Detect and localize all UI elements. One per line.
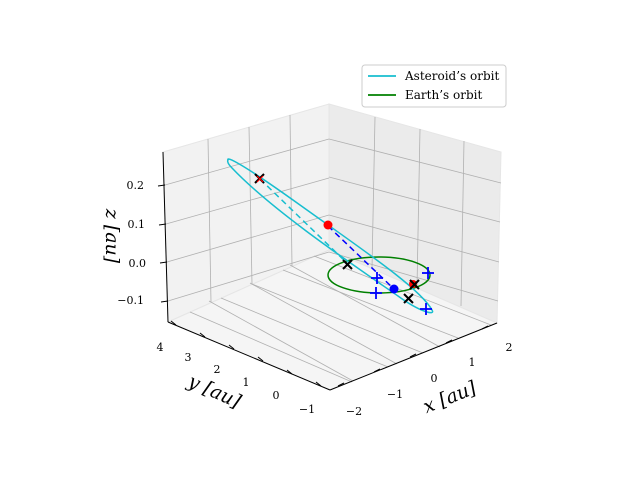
legend-label-earth: Earth’s orbit	[405, 88, 482, 102]
x-axis-line	[329, 322, 498, 391]
y-tick-label: 4	[157, 341, 164, 354]
z-tick-label: 0.0	[129, 257, 147, 270]
grid-lines	[164, 114, 502, 383]
blue-plus-marker	[371, 272, 383, 284]
z-ticks	[157, 184, 169, 303]
x-tick-label: −1	[387, 388, 403, 401]
x-axis-label: x [au]	[420, 377, 480, 418]
y-axis-line	[167, 321, 331, 391]
x-tick-label: −2	[346, 405, 362, 418]
y-tick-label: 2	[214, 363, 221, 376]
black-x-marker	[342, 259, 353, 270]
z-axis-label: z [au]	[101, 208, 123, 264]
y-tick-label: 1	[243, 376, 250, 389]
legend: Asteroid’s orbit Earth’s orbit	[361, 64, 507, 108]
y-tick-label: 0	[273, 389, 280, 402]
blue-dot	[389, 284, 399, 294]
legend-label-asteroid: Asteroid’s orbit	[404, 69, 499, 83]
black-x-marker	[409, 279, 420, 290]
blue-plus-marker	[422, 267, 434, 279]
red-dot	[323, 220, 333, 230]
y-axis-label: y [au]	[184, 370, 245, 413]
y-ticks	[170, 320, 322, 387]
x-tick-label: 1	[469, 356, 476, 369]
red-x-small	[256, 175, 264, 183]
x-tick-label: 0	[431, 372, 438, 385]
x-tick-label: 2	[506, 341, 513, 354]
z-tick-label: 0.1	[128, 218, 146, 231]
axis-lines	[162, 151, 498, 391]
z-tick-label: 0.2	[127, 179, 145, 192]
z-axis-line	[162, 151, 169, 323]
projection-lines	[259, 178, 395, 290]
blue-plus-marker	[420, 303, 432, 315]
x-ticks	[337, 325, 489, 387]
y-tick-label: −1	[299, 403, 315, 416]
blue-plus-markers	[370, 267, 434, 315]
z-tick-label: −0.1	[117, 294, 144, 307]
black-x-marker	[403, 293, 414, 304]
blue-plus-marker	[370, 287, 382, 299]
y-tick-label: 3	[185, 351, 192, 364]
